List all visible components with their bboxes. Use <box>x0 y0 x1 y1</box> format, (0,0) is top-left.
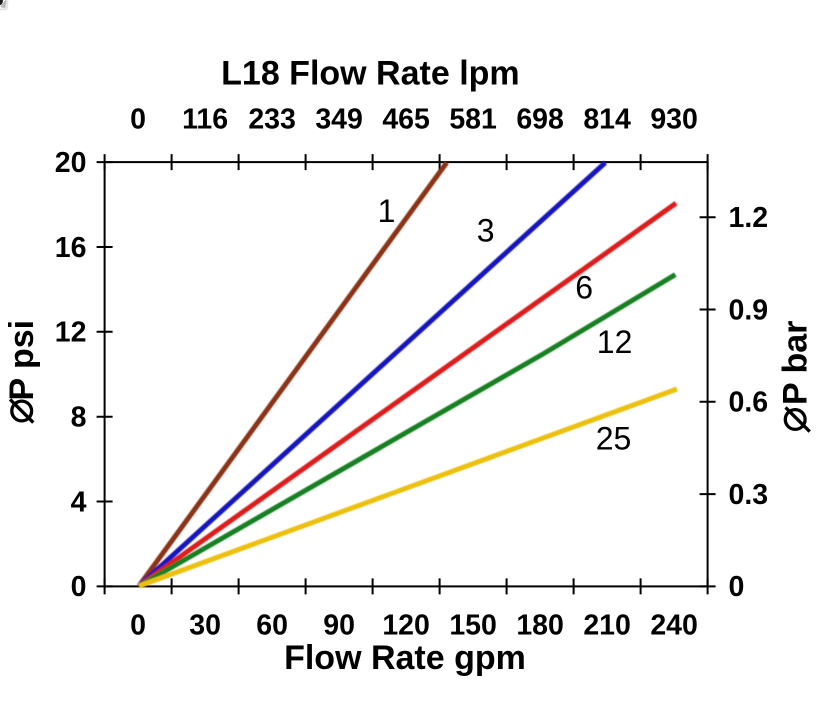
svg-text:1.2: 1.2 <box>729 202 769 234</box>
svg-text:60: 60 <box>256 610 288 642</box>
svg-text:1: 1 <box>378 193 396 229</box>
svg-text:210: 210 <box>583 610 631 642</box>
svg-text:0: 0 <box>130 610 146 642</box>
svg-text:8: 8 <box>71 402 87 434</box>
svg-text:581: 581 <box>449 104 497 136</box>
svg-text:814: 814 <box>583 104 631 136</box>
svg-text:0.6: 0.6 <box>729 387 769 419</box>
svg-text:698: 698 <box>516 104 564 136</box>
svg-text:120: 120 <box>382 610 430 642</box>
svg-text:0.3: 0.3 <box>729 479 769 511</box>
svg-text:P psi: P psi <box>3 320 41 401</box>
svg-text:240: 240 <box>650 610 698 642</box>
svg-text:P bar: P bar <box>777 321 815 405</box>
svg-text:233: 233 <box>248 104 296 136</box>
svg-text:6: 6 <box>575 270 593 306</box>
svg-text:12: 12 <box>55 317 87 349</box>
svg-text:116: 116 <box>182 104 228 136</box>
svg-text:16: 16 <box>55 232 87 264</box>
svg-text:349: 349 <box>315 104 363 136</box>
svg-text:3: 3 <box>477 213 495 249</box>
svg-text:25: 25 <box>596 420 632 456</box>
svg-text:90: 90 <box>323 610 355 642</box>
svg-text:0: 0 <box>71 571 87 603</box>
svg-text:L18 Flow Rate lpm: L18 Flow Rate lpm <box>221 55 520 93</box>
svg-text:930: 930 <box>650 104 698 136</box>
svg-text:Flow Rate gpm: Flow Rate gpm <box>284 639 526 677</box>
svg-text:20: 20 <box>55 147 87 179</box>
svg-text:0: 0 <box>729 571 745 603</box>
svg-text:465: 465 <box>382 104 430 136</box>
svg-text:30: 30 <box>189 610 221 642</box>
svg-text:0: 0 <box>130 104 146 136</box>
svg-text:150: 150 <box>449 610 497 642</box>
svg-text:4: 4 <box>71 486 87 518</box>
svg-text:12: 12 <box>597 324 633 360</box>
svg-text:0.9: 0.9 <box>729 294 769 326</box>
svg-text:180: 180 <box>516 610 564 642</box>
